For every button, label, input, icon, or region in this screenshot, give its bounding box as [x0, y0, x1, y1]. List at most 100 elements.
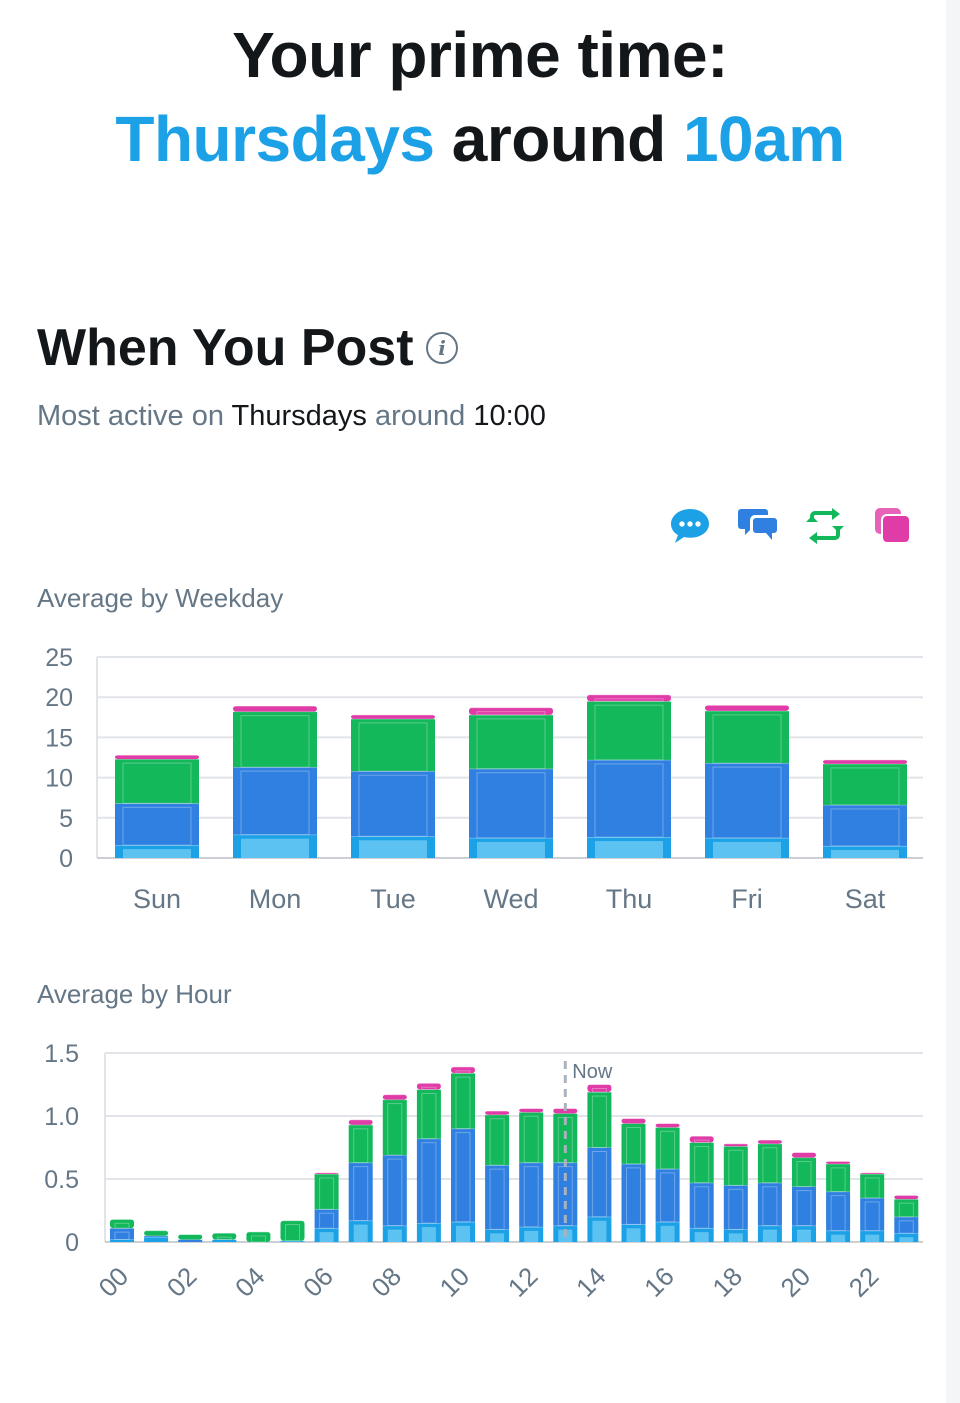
x-tick-label: 14: [570, 1261, 612, 1303]
bar-segment-inner: [240, 770, 310, 836]
bar-segment-reposts: [144, 1230, 169, 1236]
bar-segment-inner: [592, 1220, 607, 1242]
reply-bubble-icon[interactable]: [668, 506, 712, 546]
x-tick-label: Tue: [370, 884, 416, 914]
bar-segment-conversations: [826, 1191, 851, 1231]
info-icon[interactable]: i: [426, 332, 458, 364]
bar-segment-inner: [523, 1166, 539, 1228]
bar-segment-conversations: [314, 1209, 339, 1229]
bar-segment-reposts: [469, 714, 553, 769]
bar-segment-inner: [421, 1142, 437, 1224]
bar-segment-reposts: [757, 1143, 782, 1183]
bar-segment-reposts: [416, 1089, 441, 1139]
bar-segment-inner: [899, 1237, 914, 1242]
bar-segment-inner: [712, 766, 782, 839]
bar-segment-inner: [353, 1224, 368, 1242]
bar-segment-quotes: [757, 1139, 782, 1144]
bar-segment-conversations: [348, 1162, 373, 1221]
bar-segment-quotes: [382, 1094, 407, 1100]
bar-segment-conversations: [233, 767, 317, 835]
hour-chart: 0 0.5 1.0 1.5 00 02 04 06 08 10 12 14 16 18 20 22 Now: [44, 1040, 923, 1303]
bar-segment-inner: [216, 1236, 232, 1240]
bar-segment-quotes: [689, 1136, 714, 1143]
bar-segment-reposts: [705, 710, 789, 764]
bar-segment-inner: [353, 1166, 369, 1222]
quote-icon[interactable]: [870, 506, 914, 546]
scrollbar-track[interactable]: [946, 0, 960, 1403]
bar-segment-inner: [476, 772, 546, 839]
bar-segment-inner: [250, 1235, 266, 1243]
repost-icon[interactable]: [803, 506, 847, 546]
x-tick-label: 18: [706, 1261, 748, 1303]
bar-segment-quotes: [115, 755, 199, 760]
bar-segment-inner: [359, 840, 427, 858]
bar-segment-inner: [694, 1232, 709, 1242]
bar-segment-quotes: [451, 1066, 475, 1074]
bar-segment-conversations: [757, 1182, 782, 1226]
bar-segment-reposts: [314, 1173, 339, 1210]
x-tick-label: 16: [638, 1261, 680, 1303]
bar-segment-conversations: [792, 1186, 816, 1226]
bar-segment-reposts: [723, 1146, 748, 1186]
y-tick-label: 0: [59, 845, 73, 873]
hour-chart-title: Average by Hour: [37, 979, 232, 1009]
bar-segment-reposts: [894, 1199, 919, 1217]
bar-segment-inner: [728, 1149, 744, 1186]
bar-segment-inner: [831, 1234, 846, 1242]
bar-segment-conversations: [469, 768, 553, 838]
x-tick-label: Fri: [731, 884, 762, 914]
x-tick-label: Sat: [845, 884, 886, 914]
bar-segment-inner: [660, 1225, 675, 1242]
x-tick-label: 22: [843, 1261, 885, 1303]
bar-segment-conversations: [860, 1197, 885, 1231]
y-tick-label: 25: [45, 644, 73, 672]
bar-segment-conversations: [705, 763, 789, 838]
bar-segment-reposts: [382, 1099, 407, 1156]
bar-segment-quotes: [416, 1083, 441, 1090]
bar-segment-reposts: [280, 1220, 305, 1241]
bar-segment-conversations: [621, 1163, 646, 1225]
conversation-icon[interactable]: [736, 506, 780, 546]
bar-segment-conversations: [178, 1239, 203, 1242]
bar-segment-inner: [830, 1167, 846, 1193]
bar-segment-conversations: [519, 1162, 544, 1227]
bar-segment-reposts: [110, 1219, 134, 1229]
prime-day: Thursdays: [115, 103, 435, 175]
bar-segment-conversations: [115, 803, 199, 846]
bar-segment-replies: [212, 1239, 237, 1242]
x-tick-label: Sun: [133, 884, 181, 914]
bar-segment-inner: [114, 1231, 130, 1240]
bar-segment-quotes: [519, 1108, 544, 1113]
bar-segment-inner: [728, 1233, 743, 1242]
subtitle-around: around: [366, 400, 474, 432]
bar-segment-inner: [387, 1103, 403, 1156]
x-tick-label: Wed: [483, 884, 538, 914]
bar-segment-inner: [728, 1188, 744, 1230]
bar-segment-quotes: [894, 1195, 919, 1200]
bar-segment-inner: [864, 1201, 880, 1232]
bar-segment-reposts: [823, 763, 907, 805]
bar-segment-inner: [762, 1147, 778, 1184]
y-tick-label: 20: [45, 684, 73, 712]
bar-segment-inner: [594, 704, 664, 761]
bar-segment-inner: [455, 1132, 471, 1223]
bar-segment-inner: [358, 722, 428, 772]
weekday-chart-title: Average by Weekday: [37, 583, 284, 613]
bar-segment-quotes: [233, 706, 317, 712]
weekday-chart: 0 5 10 15 20 25 Sun Mon Tue Wed Thu Fri Sat: [45, 644, 923, 914]
bar-segment-inner: [898, 1202, 914, 1218]
bar-segment-inner: [123, 849, 191, 858]
bar-segment-inner: [762, 1229, 777, 1242]
prime-hour: 10am: [682, 103, 845, 175]
bar-segment-reposts: [826, 1163, 851, 1192]
bar-segment-quotes: [351, 714, 435, 719]
bar-segment-quotes: [823, 759, 907, 764]
bar-segment-conversations: [110, 1228, 134, 1240]
bar-segment-quotes: [485, 1110, 510, 1115]
bar-segment-inner: [387, 1158, 403, 1227]
bar-segment-inner: [712, 714, 782, 764]
bar-segment-inner: [626, 1167, 641, 1225]
bar-segment-inner: [898, 1220, 914, 1234]
bar-segment-inner: [660, 1172, 676, 1223]
y-tick-label: 1.5: [44, 1040, 79, 1068]
